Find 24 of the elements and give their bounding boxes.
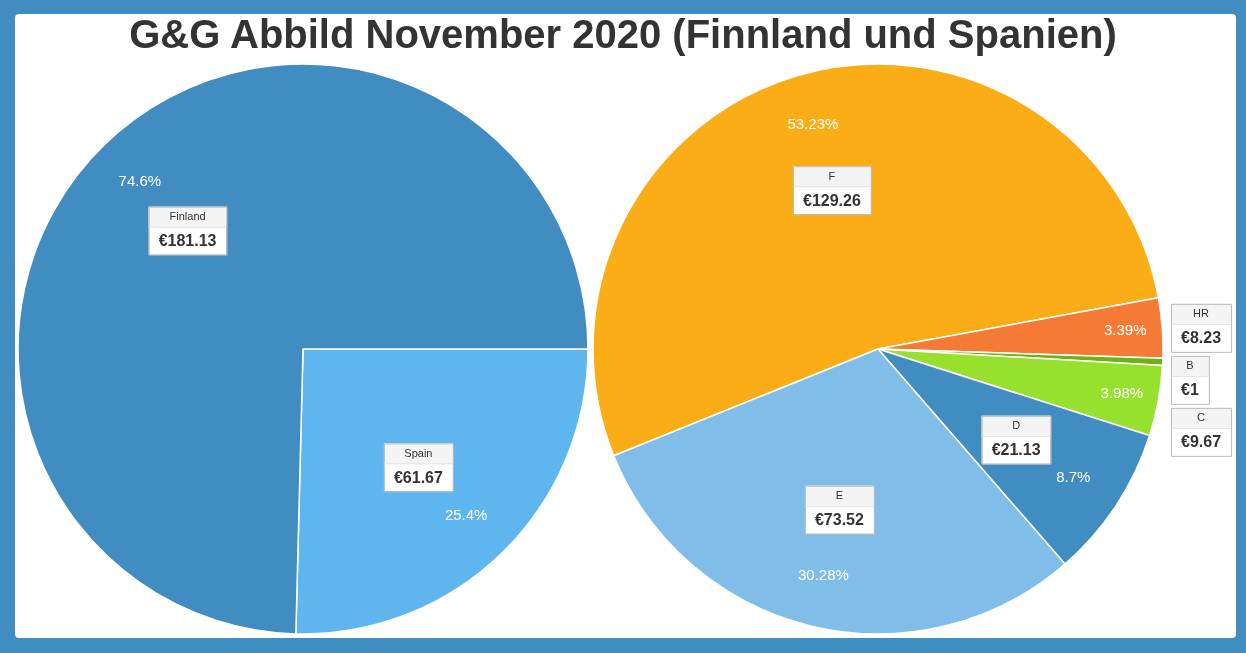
chart-title: G&G Abbild November 2020 (Finnland und Spanien) [128,11,1118,58]
data-label: €61.67 [393,468,443,486]
slice-label: F [828,169,836,182]
slice-label: E [835,489,844,502]
slice-label: D [1012,419,1021,432]
data-label: €1 [1181,381,1199,399]
data-label: €129.26 [803,191,861,209]
data-label: €8.23 [1181,329,1222,347]
slice-label: C [1197,411,1206,424]
text: 30.28% [798,566,849,584]
data-label: €21.13 [991,441,1041,459]
text: 53.23% [787,114,839,132]
data-label: €73.52 [814,511,864,529]
data-label: €181.13 [158,232,217,250]
slice-label: HR [1193,307,1210,320]
data-label: €9.67 [1181,433,1222,451]
slice-label: B [1186,359,1194,372]
text: 3.39% [1103,320,1147,338]
text: 3.98% [1100,384,1144,402]
text: 25.4% [444,506,488,524]
text: 8.7% [1056,467,1091,485]
text: 74.6% [118,171,162,189]
slice-label: Spain [404,446,433,459]
slice-label: Finland [169,210,206,223]
